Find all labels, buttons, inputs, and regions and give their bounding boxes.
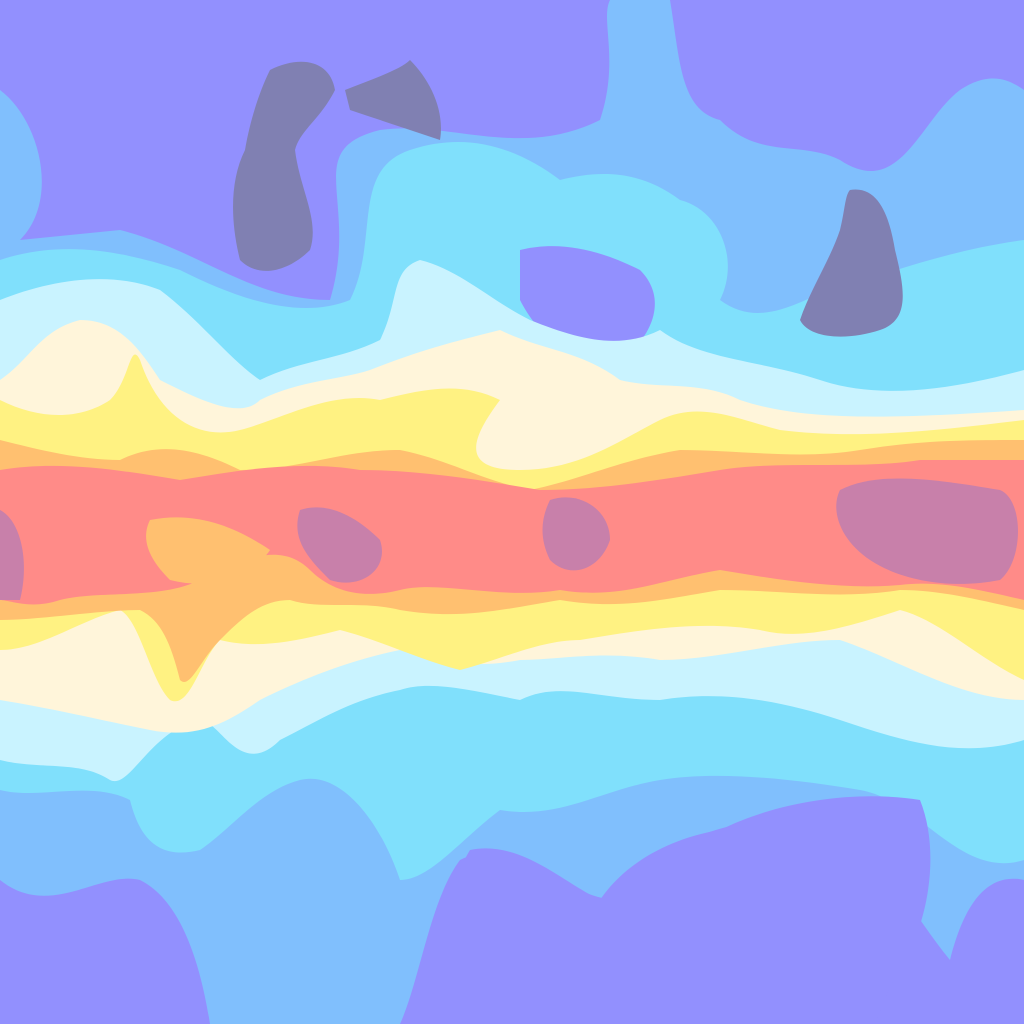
dark-patch-1 — [233, 61, 335, 271]
orange-patch — [146, 517, 270, 584]
dark-patch-2 — [345, 60, 441, 140]
mauve-patch-4 — [0, 510, 24, 600]
mauve-patch-1 — [297, 507, 382, 583]
mauve-patch-2 — [542, 497, 610, 571]
bottom-purple — [420, 796, 931, 1024]
mauve-patch-3 — [836, 478, 1018, 584]
salmon-band — [0, 460, 1024, 605]
dark-patch-3 — [800, 189, 903, 337]
